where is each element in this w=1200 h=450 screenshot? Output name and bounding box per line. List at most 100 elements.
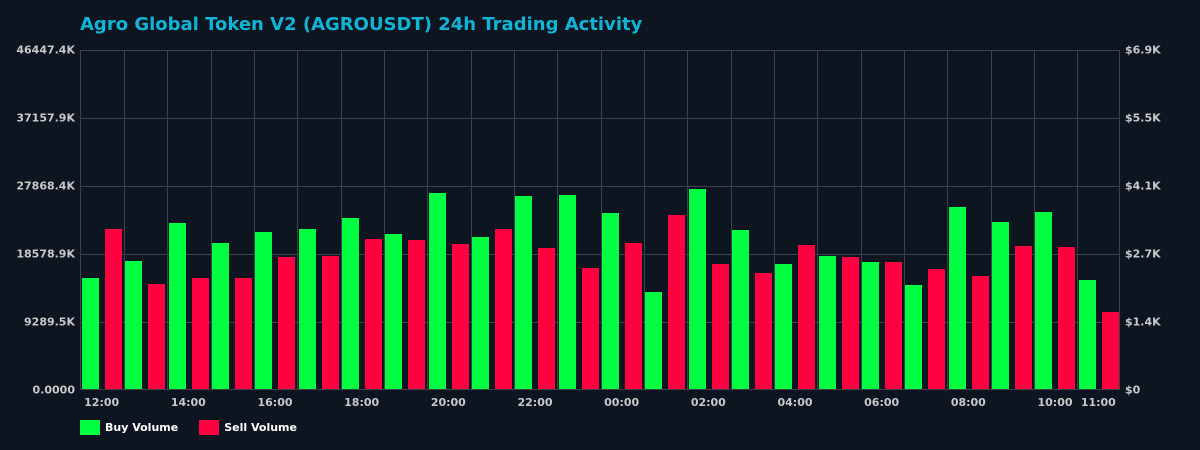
sell-volume-bar[interactable]: [755, 273, 772, 389]
x-tick-label: 14:00: [170, 396, 206, 409]
x-tick-label: 11:00: [1080, 396, 1116, 409]
buy-volume-bar[interactable]: [255, 232, 273, 389]
buy-volume-bar[interactable]: [428, 193, 446, 389]
x-tick-label: 18:00: [344, 396, 380, 409]
sell-volume-bar[interactable]: [668, 215, 686, 389]
y-tick-right: $1.4K: [1125, 315, 1161, 329]
buy-volume-bar[interactable]: [1035, 212, 1053, 389]
buy-volume-bar[interactable]: [212, 243, 229, 389]
buy-volume-bar[interactable]: [558, 195, 576, 389]
buy-volume-bar[interactable]: [125, 261, 143, 389]
buy-volume-bar[interactable]: [602, 213, 619, 389]
y-tick-right: $6.9K: [1125, 43, 1161, 57]
gridline-vertical: [860, 50, 862, 389]
sell-volume-bar[interactable]: [1015, 246, 1032, 389]
sell-volume-bar[interactable]: [451, 244, 469, 389]
sell-volume-bar[interactable]: [191, 278, 209, 389]
sell-volume-bar[interactable]: [278, 257, 296, 389]
buy-volume-bar[interactable]: [1078, 280, 1096, 389]
gridline-vertical: [687, 50, 689, 389]
sell-volume-bar[interactable]: [1058, 247, 1076, 389]
buy-volume-bar[interactable]: [298, 229, 316, 389]
y-tick-left: 9289.5K: [24, 315, 75, 329]
gridline-vertical: [817, 50, 819, 389]
gridline-horizontal: [81, 50, 1119, 51]
sell-volume-bar[interactable]: [321, 256, 339, 389]
buy-volume-bar[interactable]: [992, 222, 1009, 389]
buy-volume-bar[interactable]: [385, 234, 403, 389]
buy-volume-bar[interactable]: [775, 264, 793, 389]
buy-volume-bar[interactable]: [82, 278, 99, 389]
gridline-vertical: [1033, 50, 1035, 389]
sell-volume-bar[interactable]: [365, 239, 382, 389]
legend-swatch: [80, 420, 100, 435]
gridline-vertical: [990, 50, 992, 389]
x-tick-label: 06:00: [864, 396, 900, 409]
y-tick-left: 0.0000: [32, 383, 75, 397]
sell-volume-bar[interactable]: [235, 278, 252, 389]
sell-volume-bar[interactable]: [841, 257, 859, 389]
gridline-vertical: [123, 50, 125, 389]
buy-volume-bar[interactable]: [472, 237, 489, 389]
y-tick-right: $4.1K: [1125, 179, 1161, 193]
y-tick-left: 27868.4K: [16, 179, 75, 193]
legend-item-sell[interactable]: Sell Volume: [199, 420, 297, 435]
x-tick-label: 16:00: [257, 396, 293, 409]
y-tick-right: $0: [1125, 383, 1141, 397]
gridline-vertical: [730, 50, 732, 389]
sell-volume-bar[interactable]: [495, 229, 512, 389]
gridline-vertical: [297, 50, 299, 389]
x-tick-label: 12:00: [84, 396, 120, 409]
gridline-vertical: [903, 50, 905, 389]
x-tick-label: 22:00: [517, 396, 553, 409]
plot-area: [80, 50, 1120, 390]
buy-volume-bar[interactable]: [342, 218, 359, 389]
gridline-vertical: [513, 50, 515, 389]
gridline-vertical: [210, 50, 212, 389]
buy-volume-bar[interactable]: [732, 230, 749, 389]
sell-volume-bar[interactable]: [625, 243, 642, 389]
buy-volume-bar[interactable]: [688, 189, 706, 389]
sell-volume-bar[interactable]: [408, 240, 426, 389]
buy-volume-bar[interactable]: [905, 285, 923, 389]
sell-volume-bar[interactable]: [798, 245, 816, 389]
gridline-vertical: [253, 50, 255, 389]
gridline-vertical: [427, 50, 429, 389]
gridline-vertical: [167, 50, 169, 389]
sell-volume-bar[interactable]: [928, 269, 946, 389]
gridline-horizontal: [81, 118, 1119, 119]
legend: Buy Volume Sell Volume: [80, 420, 297, 435]
sell-volume-bar[interactable]: [105, 229, 122, 389]
legend-label: Sell Volume: [224, 421, 297, 434]
sell-volume-bar[interactable]: [885, 262, 902, 389]
buy-volume-bar[interactable]: [168, 223, 186, 389]
x-tick-label: 10:00: [1037, 396, 1073, 409]
buy-volume-bar[interactable]: [645, 292, 663, 389]
legend-swatch: [199, 420, 220, 435]
sell-volume-bar[interactable]: [538, 248, 556, 389]
y-tick-left: 18578.9K: [16, 247, 75, 261]
gridline-horizontal: [81, 322, 1119, 323]
gridline-vertical: [340, 50, 342, 389]
sell-volume-bar[interactable]: [148, 284, 166, 389]
gridline-vertical: [947, 50, 949, 389]
x-tick-label: 00:00: [604, 396, 640, 409]
gridline-vertical: [470, 50, 472, 389]
gridline-horizontal: [81, 254, 1119, 255]
sell-volume-bar[interactable]: [581, 268, 599, 389]
legend-item-buy[interactable]: Buy Volume: [80, 420, 178, 435]
buy-volume-bar[interactable]: [948, 207, 966, 389]
gridline-vertical: [773, 50, 775, 389]
gridline-vertical: [643, 50, 645, 389]
chart-title: Agro Global Token V2 (AGROUSDT) 24h Trad…: [80, 14, 643, 35]
y-tick-left: 37157.9K: [16, 111, 75, 125]
buy-volume-bar[interactable]: [818, 256, 836, 389]
sell-volume-bar[interactable]: [1101, 312, 1119, 389]
x-tick-label: 02:00: [690, 396, 726, 409]
gridline-vertical: [1077, 50, 1079, 389]
buy-volume-bar[interactable]: [515, 196, 533, 389]
y-tick-left: 46447.4K: [16, 43, 75, 57]
sell-volume-bar[interactable]: [971, 276, 989, 389]
buy-volume-bar[interactable]: [862, 262, 879, 389]
sell-volume-bar[interactable]: [711, 264, 729, 389]
